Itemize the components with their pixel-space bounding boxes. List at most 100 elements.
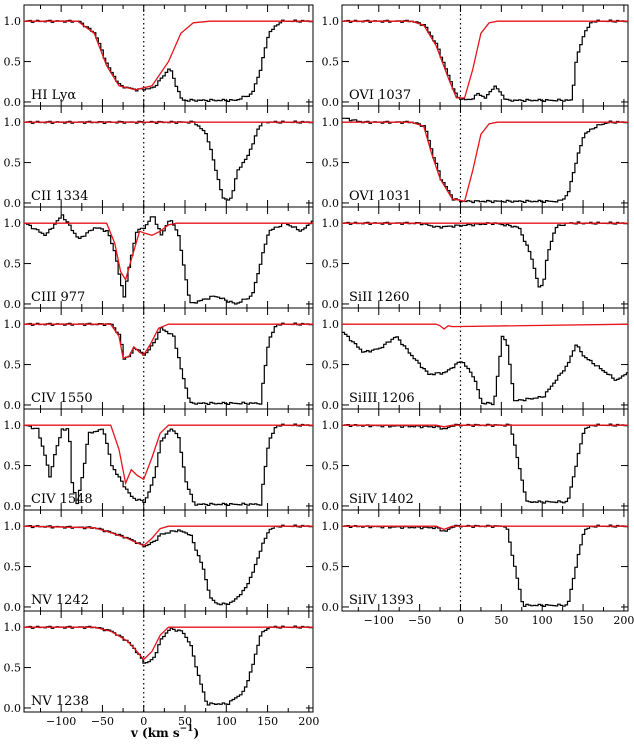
panel-ion-label: CII 1334 [31, 189, 88, 204]
panel-plot-area [24, 120, 313, 201]
model-fit-curve [342, 323, 628, 330]
panel-5: 0.0 0.5 1.0 NV 1242 [4, 509, 314, 614]
x-tick-label: 200 [298, 715, 319, 728]
panel-plot-area [24, 423, 313, 506]
model-fit-curve [24, 222, 313, 282]
panel-plot-area [342, 524, 628, 607]
model-fit-curve [24, 525, 313, 547]
y-tick-label: 1.0 [4, 318, 22, 331]
x-tick-label: 100 [216, 715, 237, 728]
data-spectrum [24, 322, 313, 405]
y-tick-label: 0.5 [4, 258, 22, 271]
panel-plot-area [342, 117, 628, 204]
y-tick-label: 0.5 [4, 359, 22, 372]
y-tick-label: 0.0 [322, 500, 340, 513]
y-tick-label: 1.0 [322, 318, 340, 331]
panel-1: 0.0 0.5 1.0 CII 1334 [4, 105, 314, 210]
panel-plot-area [24, 19, 313, 102]
data-spectrum [342, 19, 628, 102]
panel-ion-label: OVI 1037 [349, 88, 411, 103]
x-axis-title-text: v (km s [130, 726, 180, 740]
model-fit-curve [24, 626, 313, 661]
panel-plot-area [342, 221, 628, 288]
panel-7: 0.0 0.5 1.0 OVI 1037 [322, 4, 629, 109]
panel-ion-label: CIV 1548 [31, 492, 93, 507]
y-tick-label: 0.5 [322, 157, 340, 170]
panel-ion-label: SiII 1260 [349, 290, 410, 305]
data-spectrum [24, 19, 313, 102]
y-tick-label: 0.5 [4, 662, 22, 675]
panel-10: 0.0 0.5 1.0 SiIII 1206 [322, 307, 629, 412]
x-axis-title: v (km s−1) [130, 724, 199, 740]
panel-3: 0.0 0.5 1.0 CIV 1550 [4, 307, 314, 412]
panel-6: 0.0 0.5 1.0 NV 1238 −100 −50 0 50 100 150 200 [4, 610, 319, 728]
x-tick-label: 200 [613, 614, 634, 627]
y-tick-label: 0.0 [322, 96, 340, 109]
y-tick-label: 0.0 [322, 197, 340, 210]
y-tick-label: 0.5 [322, 56, 340, 69]
x-tick-label: 100 [532, 614, 553, 627]
y-tick-label: 0.5 [322, 561, 340, 574]
panels: 0.0 0.5 1.0 HI Lyα 0.0 0.5 1.0 CII 1334 0.0 0.5 1.… [4, 4, 634, 728]
panel-plot-area [24, 322, 313, 405]
panel-plot-area [24, 625, 313, 706]
y-tick-label: 0.0 [322, 298, 340, 311]
data-spectrum [24, 214, 313, 305]
panel-frame [23, 610, 314, 713]
y-tick-label: 0.0 [4, 702, 22, 715]
x-tick-label: 50 [494, 614, 508, 627]
model-fit-curve [24, 424, 313, 486]
y-tick-label: 0.5 [4, 460, 22, 473]
y-tick-label: 1.0 [4, 217, 22, 230]
data-spectrum [342, 221, 628, 288]
y-tick-label: 1.0 [4, 621, 22, 634]
x-tick-label: 0 [140, 715, 147, 728]
x-tick-label: 50 [178, 715, 192, 728]
y-tick-label: 1.0 [322, 15, 340, 28]
panel-11: 0.0 0.5 1.0 SiIV 1402 [322, 408, 629, 513]
y-tick-label: 0.0 [4, 298, 22, 311]
y-tick-label: 0.5 [4, 157, 22, 170]
x-tick-label: −100 [364, 614, 394, 627]
panel-plot-area [24, 524, 313, 606]
panel-ion-label: NV 1242 [31, 593, 89, 608]
data-spectrum [342, 331, 628, 406]
y-tick-label: 1.0 [4, 520, 22, 533]
y-tick-label: 1.0 [322, 217, 340, 230]
panel-ion-label: CIV 1550 [31, 391, 93, 406]
panel-ion-label: CIII 977 [31, 290, 85, 305]
y-tick-label: 0.0 [4, 601, 22, 614]
model-fit-curve [24, 20, 313, 91]
y-tick-label: 1.0 [4, 419, 22, 432]
data-spectrum [24, 423, 313, 506]
x-tick-label: −50 [408, 614, 431, 627]
y-tick-label: 0.0 [322, 601, 340, 614]
model-fit-curve [342, 20, 628, 99]
y-tick-label: 0.0 [4, 399, 22, 412]
y-tick-label: 1.0 [322, 520, 340, 533]
y-tick-label: 0.0 [322, 399, 340, 412]
panel-plot-area [342, 19, 628, 102]
x-axis-title-exponent: −1 [180, 724, 194, 734]
y-tick-label: 1.0 [322, 116, 340, 129]
panel-ion-label: SiIII 1206 [349, 391, 415, 406]
y-tick-label: 0.5 [322, 359, 340, 372]
panel-4: 0.0 0.5 1.0 CIV 1548 [4, 408, 314, 513]
data-spectrum [24, 625, 313, 706]
y-tick-label: 0.0 [4, 197, 22, 210]
y-tick-label: 1.0 [322, 419, 340, 432]
model-fit-curve [24, 323, 313, 359]
panel-frame [341, 509, 629, 612]
panel-plot-area [24, 214, 313, 305]
x-axis-title-close: ) [193, 726, 199, 740]
x-tick-label: −100 [46, 715, 76, 728]
y-tick-label: 0.5 [4, 561, 22, 574]
panel-2: 0.0 0.5 1.0 CIII 977 [4, 206, 314, 311]
y-tick-label: 1.0 [4, 15, 22, 28]
model-fit-curve [342, 121, 628, 203]
model-fit-curve [342, 525, 628, 531]
panel-plot-area [342, 423, 628, 504]
panel-12: 0.0 0.5 1.0 SiIV 1393 −100 −50 0 50 100 150 200 [322, 509, 634, 627]
panel-0: 0.0 0.5 1.0 HI Lyα [4, 4, 314, 109]
x-tick-label: 150 [257, 715, 278, 728]
